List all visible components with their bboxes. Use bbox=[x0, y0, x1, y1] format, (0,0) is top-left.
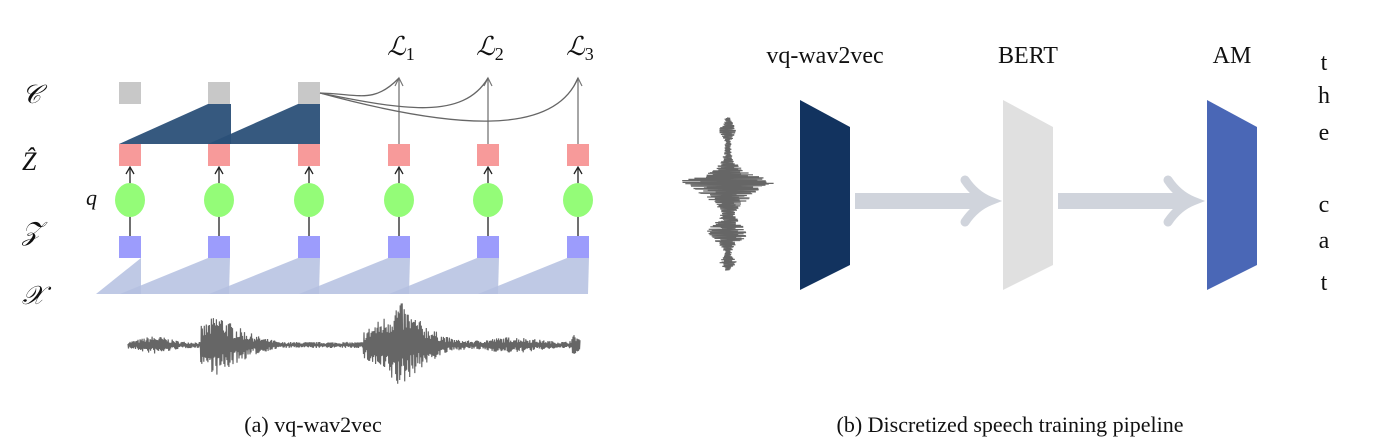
encoder-receptive-field bbox=[120, 258, 230, 294]
loss-label-3: ℒ3 bbox=[566, 32, 594, 64]
arrow-head-icon bbox=[304, 165, 314, 175]
arrow-head-icon bbox=[125, 165, 135, 175]
context-vector bbox=[208, 82, 230, 104]
pipeline-arrow bbox=[1058, 193, 1183, 209]
z-latent bbox=[477, 236, 499, 258]
panel-a-vq-wav2vec: 𝒞 Ẑ q 𝒵 𝒳 ℒ1 ℒ2 ℒ3 (a) vq-wav2vec bbox=[21, 32, 594, 437]
row-label-zhat: Ẑ bbox=[22, 147, 37, 176]
arrow-head-icon bbox=[214, 165, 224, 175]
zhat-quantized bbox=[298, 144, 320, 166]
arrow-head-icon bbox=[1163, 175, 1206, 227]
caption-b: (b) Discretized speech training pipeline bbox=[837, 412, 1184, 437]
block-am bbox=[1207, 100, 1257, 290]
caption-a: (a) vq-wav2vec bbox=[244, 412, 382, 437]
arrow-head-icon bbox=[960, 175, 1003, 227]
encoder-receptive-field bbox=[209, 258, 320, 294]
output-letter: t bbox=[1321, 270, 1328, 296]
zhat-quantized bbox=[208, 144, 230, 166]
quantizer-node bbox=[294, 183, 324, 217]
z-latent bbox=[208, 236, 230, 258]
encoder-receptive-field bbox=[96, 258, 141, 294]
zhat-quantized bbox=[119, 144, 141, 166]
arrow-head-icon bbox=[483, 165, 493, 175]
loss-connection bbox=[319, 77, 489, 109]
row-label-x: 𝒳 bbox=[22, 281, 52, 310]
context-network-field bbox=[119, 104, 231, 144]
output-letter: c bbox=[1319, 192, 1330, 218]
waveform-vertical bbox=[682, 117, 774, 271]
quantizer-node bbox=[473, 183, 503, 217]
loss-label-2: ℒ2 bbox=[476, 32, 504, 64]
arrow-head-icon bbox=[573, 165, 583, 175]
block-label: vq-wav2vec bbox=[766, 43, 883, 69]
row-label-z: 𝒵 bbox=[21, 217, 48, 246]
z-latent bbox=[388, 236, 410, 258]
waveform-horizontal bbox=[127, 303, 581, 384]
output-letter: e bbox=[1319, 120, 1330, 146]
block-label: AM bbox=[1213, 43, 1252, 69]
quantizer-node bbox=[563, 183, 593, 217]
arrow-head-icon bbox=[394, 165, 404, 175]
quantizer-node bbox=[115, 183, 145, 217]
loss-connection bbox=[319, 77, 579, 122]
loss-connection bbox=[319, 77, 400, 97]
zhat-quantized bbox=[388, 144, 410, 166]
output-letter: t bbox=[1321, 50, 1328, 76]
context-network-field bbox=[208, 104, 320, 144]
row-label-c: 𝒞 bbox=[22, 80, 48, 109]
output-letter: h bbox=[1318, 83, 1330, 109]
z-latent bbox=[298, 236, 320, 258]
block-bert bbox=[1003, 100, 1053, 290]
z-latent bbox=[119, 236, 141, 258]
quantizer-node bbox=[204, 183, 234, 217]
loss-label-1: ℒ1 bbox=[387, 32, 415, 64]
context-vector bbox=[119, 82, 141, 104]
z-latent bbox=[567, 236, 589, 258]
encoder-receptive-field bbox=[478, 258, 589, 294]
zhat-quantized bbox=[567, 144, 589, 166]
row-label-q: q bbox=[86, 185, 97, 210]
context-vector bbox=[298, 82, 320, 104]
pipeline-arrow bbox=[855, 193, 980, 209]
quantizer-node bbox=[384, 183, 414, 217]
block-label: BERT bbox=[998, 43, 1058, 69]
encoder-receptive-field bbox=[299, 258, 410, 294]
block-vq-wav2vec bbox=[800, 100, 850, 290]
output-letter: a bbox=[1319, 228, 1330, 254]
zhat-quantized bbox=[477, 144, 499, 166]
encoder-receptive-field bbox=[389, 258, 499, 294]
